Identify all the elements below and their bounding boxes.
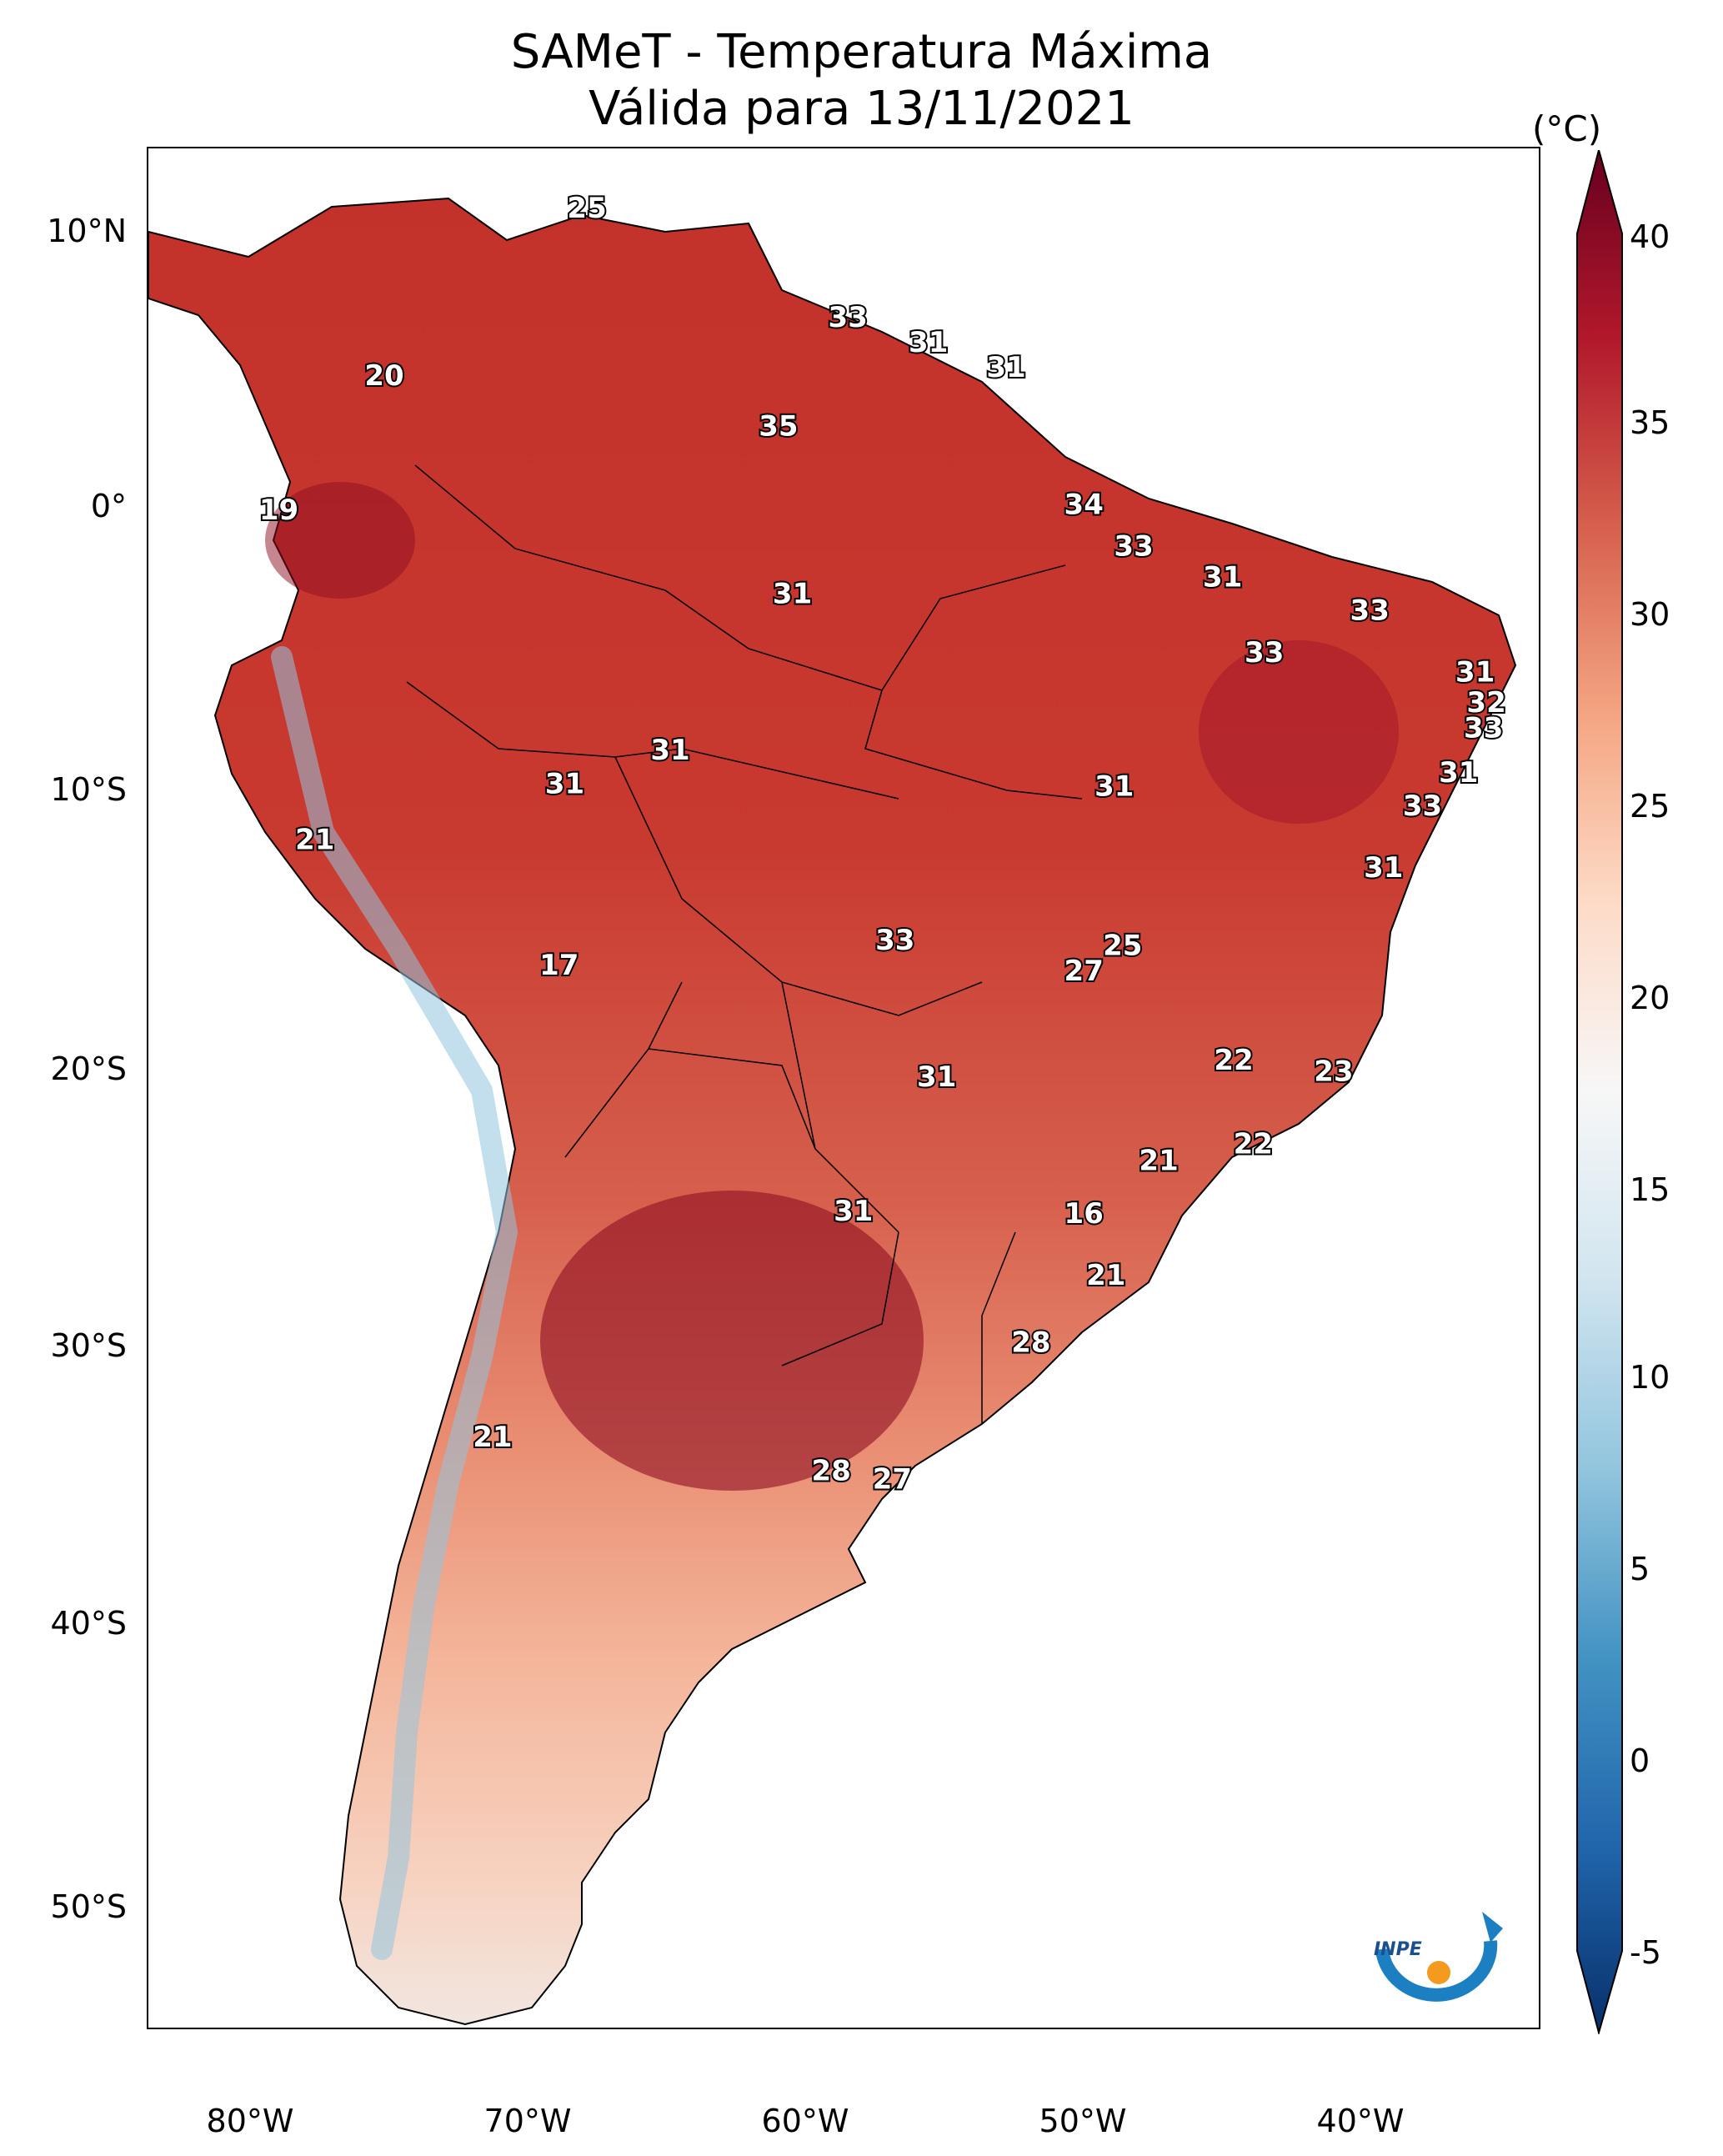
temperature-label: 31	[650, 734, 689, 767]
map-subtitle: Válida para 13/11/2021	[589, 82, 1134, 136]
colorbar-unit: (°C)	[1532, 108, 1602, 149]
temperature-label: 25	[1103, 930, 1142, 963]
andes-cool-strip	[271, 646, 518, 1960]
temperature-label: 25	[567, 192, 606, 225]
colorbar-tick-10: 10	[1630, 1359, 1670, 1396]
temperature-label: 27	[873, 1463, 912, 1497]
country-borders	[406, 464, 1083, 1424]
colorbar-bar	[1576, 150, 1623, 2034]
temperature-label: 31	[545, 767, 584, 800]
temperature-label: 31	[1364, 851, 1403, 885]
colorbar-tick-minus5: -5	[1630, 1934, 1661, 1971]
colorbar-tick-30: 30	[1630, 596, 1670, 633]
temperature-label: 19	[259, 494, 298, 527]
temperature-label: 27	[1064, 955, 1104, 988]
temperature-label: 31	[834, 1195, 873, 1228]
temperature-label: 21	[1139, 1145, 1178, 1178]
temperature-label: 28	[1011, 1326, 1050, 1359]
hot-region-northeast	[1199, 640, 1399, 824]
lat-label-10n: 10°N	[47, 213, 127, 249]
lon-label-50w: 50°W	[1039, 2103, 1127, 2139]
logo-arrow-icon	[1482, 1912, 1503, 1943]
lat-label-10s: 10°S	[50, 771, 127, 808]
colorbar	[1576, 150, 1623, 2034]
temperature-label: 33	[1114, 530, 1153, 564]
temperature-label: 31	[986, 351, 1025, 384]
temperature-label: 34	[1064, 488, 1104, 521]
colorbar-tick-0: 0	[1630, 1742, 1650, 1779]
lat-label-40s: 40°S	[50, 1605, 127, 1642]
temperature-label: 32	[1466, 686, 1505, 720]
temperature-label: 33	[1403, 790, 1442, 823]
temperature-label: 33	[1245, 636, 1284, 669]
lon-label-70w: 70°W	[483, 2103, 572, 2139]
temperature-label: 16	[1064, 1197, 1104, 1231]
south-america-landmass	[148, 197, 1517, 2026]
inpe-logo: INPE	[1365, 1891, 1507, 2008]
temperature-label: 31	[909, 326, 948, 359]
temperature-label: 17	[539, 949, 579, 982]
lon-label-60w: 60°W	[761, 2103, 849, 2139]
colorbar-tick-25: 25	[1630, 788, 1670, 825]
logo-swoosh-icon	[1375, 1940, 1498, 2002]
temperature-label: 33	[1464, 711, 1503, 745]
temperature-label: 23	[1314, 1055, 1353, 1088]
colorbar-tick-5: 5	[1630, 1551, 1650, 1587]
lat-label-30s: 30°S	[50, 1327, 127, 1364]
temperature-label: 31	[917, 1060, 956, 1094]
map-svg	[148, 197, 1517, 2026]
temperature-label: 33	[829, 301, 868, 334]
temperature-label: 21	[1086, 1259, 1125, 1292]
lat-label-20s: 20°S	[50, 1050, 127, 1087]
temperature-label: 31	[1094, 770, 1134, 804]
colorbar-tick-40: 40	[1630, 218, 1670, 255]
temperature-label: 21	[295, 823, 334, 856]
colorbar-tick-20: 20	[1630, 980, 1670, 1016]
logo-dot-icon	[1427, 1961, 1450, 1984]
temperature-label: 33	[875, 924, 914, 957]
lat-label-0: 0°	[90, 488, 127, 524]
lon-label-40w: 40°W	[1316, 2103, 1405, 2139]
lon-label-80w: 80°W	[206, 2103, 294, 2139]
temperature-label: 33	[1350, 594, 1390, 628]
temperature-label: 31	[773, 578, 812, 611]
temperature-label: 21	[473, 1421, 512, 1454]
temperature-label: 31	[1439, 756, 1478, 790]
map-title: SAMeT - Temperatura Máxima	[510, 25, 1213, 79]
lat-label-50s: 50°S	[50, 1888, 127, 1925]
temperature-label: 31	[1455, 655, 1495, 689]
temperature-label: 31	[1203, 560, 1242, 594]
logo-text: INPE	[1374, 1939, 1422, 1960]
temperature-label: 20	[364, 359, 403, 393]
map-panel: 25 20 19 33 31 31 35 34 31 33 31 33 33 31 32 33 31 31 31 31…	[147, 147, 1540, 2029]
temperature-label: 35	[759, 410, 798, 444]
hot-region-chaco	[540, 1191, 924, 1491]
colorbar-tick-15: 15	[1630, 1171, 1670, 1208]
colorbar-tick-35: 35	[1630, 404, 1670, 441]
temperature-label: 22	[1234, 1128, 1273, 1161]
temperature-label: 22	[1214, 1044, 1253, 1077]
temperature-label: 28	[812, 1454, 851, 1487]
hot-region-ecuador-peru	[265, 482, 415, 599]
